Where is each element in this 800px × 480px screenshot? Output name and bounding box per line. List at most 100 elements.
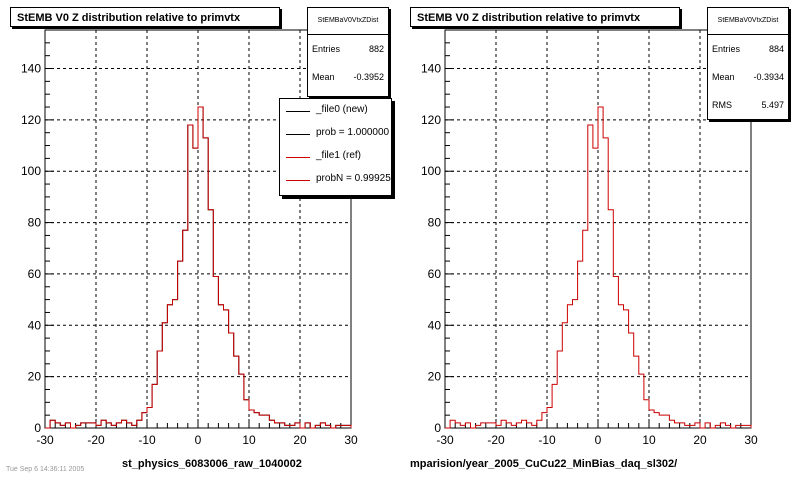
stats-value: 5.497 [761, 100, 784, 110]
series-line-0 [445, 106, 752, 429]
histogram-bin [264, 415, 269, 428]
histogram-bin [578, 261, 583, 428]
histogram-bin [218, 305, 223, 428]
histogram-bin [675, 423, 680, 428]
legend-item-probn: probN = 0.999250 [280, 170, 391, 190]
legend-label: probN = 0.999250 [316, 173, 392, 184]
histogram-bin [511, 425, 516, 428]
histogram-bin [50, 420, 55, 428]
histogram-bin [269, 420, 274, 428]
histogram-bin [608, 210, 613, 428]
histogram-bin [583, 230, 588, 428]
x-tick-label: 30 [344, 433, 358, 447]
panel-left-title: StEMB V0 Z distribution relative to prim… [10, 7, 280, 27]
histogram-bin [537, 420, 542, 428]
stats-label: Entries [312, 44, 341, 54]
legend-label: _file1 (ref) [316, 150, 362, 161]
histogram-bin [496, 425, 501, 428]
y-tick-label: 100 [21, 164, 41, 178]
histogram-bin [547, 407, 552, 428]
histogram-bin [532, 425, 537, 428]
stats-value: -0.3934 [753, 72, 784, 82]
histogram-bin [450, 420, 455, 428]
histogram-bin [167, 305, 172, 428]
histogram-bin [96, 425, 101, 428]
x-tick-label: 20 [693, 433, 707, 447]
histogram-bin [234, 356, 239, 428]
histogram-bin [501, 420, 506, 428]
histogram-bin [203, 138, 208, 428]
histogram-bin [106, 423, 111, 428]
histogram-bin [341, 425, 346, 428]
footer-timestamp: Tue Sep 6 14:36:11 2005 [6, 466, 85, 473]
stats-value: 884 [768, 44, 784, 54]
histogram-bin [147, 407, 152, 428]
histogram-bin [736, 425, 741, 428]
histogram-bin [639, 374, 644, 428]
histogram-bin [664, 415, 669, 428]
x-tick-label: 30 [744, 433, 758, 447]
histogram-bin [111, 425, 116, 428]
histogram-bin [183, 230, 188, 428]
stats-row-entries: Entries 882 [308, 35, 388, 63]
y-tick-label: 0 [434, 421, 441, 435]
histogram-bin [91, 423, 96, 428]
histogram-bin [715, 425, 720, 428]
histogram-bin [239, 374, 244, 428]
histogram-bin [127, 423, 132, 428]
histogram-bin [603, 138, 608, 428]
histogram-bin [654, 413, 659, 428]
histogram-bin [522, 420, 527, 428]
histogram-bin [557, 351, 562, 428]
stats-label: Entries [712, 44, 741, 54]
legend-line-probn [286, 180, 310, 181]
histogram-bin [275, 423, 280, 428]
histogram-bin [305, 423, 310, 428]
legend-item-new: _file0 (new) [280, 101, 391, 121]
x-tick-label: -20 [87, 433, 105, 447]
legend-box: _file0 (new) prob = 1.000000 _file1 (ref… [279, 98, 392, 196]
histogram-bin [116, 423, 121, 428]
histogram-bin [208, 210, 213, 428]
histogram-bin [60, 425, 65, 428]
histogram-bin [254, 413, 259, 428]
x-tick-label: -20 [487, 433, 505, 447]
legend-line-ref [286, 157, 310, 158]
histogram-bin [486, 423, 491, 428]
stats-title-left: StEMBaV0VtxZDist [308, 8, 388, 35]
histogram-bin [726, 425, 731, 428]
panel-right-title: StEMB V0 Z distribution relative to prim… [410, 7, 680, 27]
x-tick-label: 10 [242, 433, 256, 447]
stats-row-mean: Mean -0.3952 [308, 63, 388, 91]
histogram-bin [455, 423, 460, 428]
y-tick-label: 120 [21, 113, 41, 127]
histogram-bin [685, 425, 690, 428]
histogram-bin [669, 420, 674, 428]
histogram-bin [741, 425, 746, 428]
histogram-bin [618, 305, 623, 428]
histogram-bin [101, 420, 106, 428]
histogram-bin [122, 420, 127, 428]
histogram-bin [593, 148, 598, 428]
y-tick-label: 100 [421, 164, 441, 178]
histogram-bin [193, 148, 198, 428]
stats-title-right: StEMBaV0VtxZDist [708, 8, 788, 35]
x-tick-label: 0 [195, 433, 202, 447]
histogram-bin [690, 425, 695, 428]
histogram-bin [198, 107, 203, 428]
histogram-bin [720, 423, 725, 428]
histogram-bin [588, 125, 593, 428]
histogram-bin [562, 323, 567, 428]
histogram-bin [346, 425, 351, 428]
histogram-bin [290, 425, 295, 428]
legend-line-new [286, 111, 310, 112]
histogram-bin [613, 277, 618, 428]
legend-item-ref: _file1 (ref) [280, 147, 391, 167]
histogram-right: -30 -20 -10 0 10 20 30 0 20 40 60 80 100 120 140 [421, 29, 758, 447]
histogram-bin [460, 425, 465, 428]
histogram-bin [705, 423, 710, 428]
stats-value: -0.3952 [353, 72, 384, 82]
histogram-bin [680, 423, 685, 428]
histogram-bin [152, 384, 157, 428]
histogram-bin [280, 423, 285, 428]
